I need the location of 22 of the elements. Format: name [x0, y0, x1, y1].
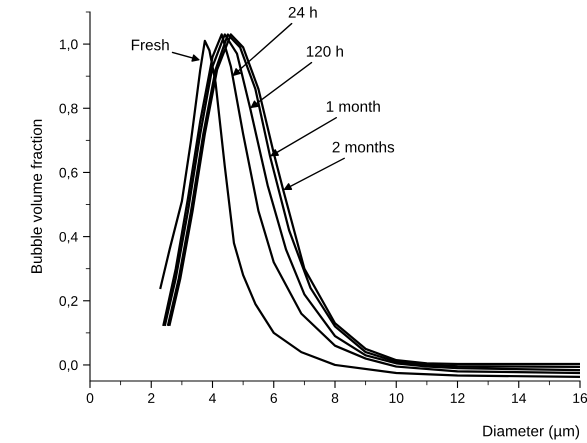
y-tick-label: 0,4 — [59, 232, 78, 244]
x-tick-label: 6 — [270, 393, 277, 404]
x-tick-label: 8 — [332, 393, 338, 404]
annotation: 120 h — [306, 46, 343, 57]
x-axis-title: Diameter (µm) — [483, 425, 580, 440]
annotation: Fresh — [132, 39, 169, 50]
y-axis-title: Bubble volume fraction — [30, 120, 42, 273]
y-tick-label: 0,6 — [59, 168, 78, 180]
x-tick-label: 4 — [208, 393, 216, 403]
y-tick-label: 0,8 — [59, 104, 78, 116]
x-tick-label: 16 — [573, 393, 587, 404]
x-tick-label: 0 — [86, 393, 94, 404]
x-tick-label: 10 — [390, 393, 404, 404]
y-tick-label: 0,2 — [59, 296, 78, 308]
y-tick-label: 0,0 — [59, 360, 78, 372]
annotation: 1 month — [326, 100, 380, 112]
y-tick-label: 1,0 — [60, 39, 78, 51]
annotation: 24 h — [288, 6, 317, 18]
x-tick-label: 12 — [450, 393, 465, 403]
annotation: 2 months — [332, 141, 394, 153]
x-tick-label: 2 — [148, 393, 154, 403]
x-tick-label: 14 — [512, 393, 526, 403]
